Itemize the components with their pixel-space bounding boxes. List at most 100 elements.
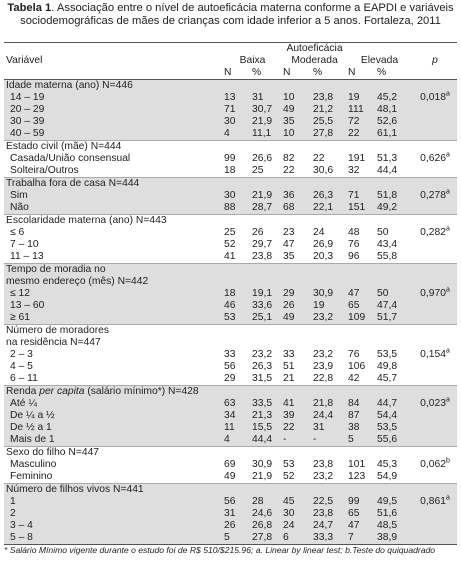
cell: 5: [222, 532, 250, 545]
group-heading: Número de filhos vivos N=441: [4, 483, 457, 496]
cell: 51,3: [377, 153, 398, 164]
heading-text: Número de filhos vivos N=441: [6, 484, 144, 495]
cell: 21,9: [250, 190, 281, 202]
cell: 49,2: [375, 202, 412, 215]
data-row: ≤ 6 25 26 23 24 48 50 0,282a: [4, 225, 457, 239]
p-value-cell: [411, 520, 457, 532]
cell: 33,5: [250, 398, 281, 410]
row-label: ≤ 12: [4, 288, 222, 300]
cell: 42: [348, 373, 360, 384]
sub-header: %: [375, 67, 412, 80]
row-label: Feminino: [10, 471, 53, 482]
row-label: 6 – 11: [10, 373, 38, 384]
p-value: 0,861: [420, 496, 446, 507]
cell: 43,4: [377, 239, 398, 250]
table-body: Idade materna (ano) N=446 14 – 19 13 31 10 23…: [4, 79, 457, 545]
sub-header: %: [311, 67, 347, 80]
cell: 31: [222, 508, 250, 520]
cell: 41: [281, 398, 311, 410]
cell: 123: [348, 471, 366, 482]
cell: 25: [224, 227, 236, 238]
data-row: 2 31 24,6 30 23,8 65 51,6: [4, 508, 457, 520]
row-label: 40 – 59: [4, 128, 222, 141]
heading-text: Estado civil (mãe) N=444: [6, 141, 122, 152]
group-heading-row: Número de moradores na residência N=447: [4, 324, 457, 349]
p-value: 0,970: [420, 288, 446, 299]
p-value-cell: 0,023a: [411, 397, 457, 410]
cell: 19: [311, 300, 347, 312]
p-value-cell: [411, 202, 457, 215]
p-note: a: [445, 151, 450, 159]
cell: 99: [346, 496, 376, 508]
p-note: a: [445, 286, 450, 294]
row-label: Masculino: [10, 459, 57, 470]
group-heading: Sexo do filho N=447: [4, 446, 457, 459]
cell: 51,6: [375, 508, 412, 520]
cell: 10: [281, 92, 311, 104]
caption: Tabela 1. Associação entre o nível de au…: [4, 2, 457, 28]
cell: 24,6: [250, 508, 281, 520]
cell: 11: [222, 422, 250, 434]
group-heading: Escolaridade materna (ano) N=443: [4, 214, 457, 227]
p-value-cell: 0,062b: [411, 458, 457, 471]
row-label: De ½ a 1: [4, 422, 222, 434]
p-value: 0,282: [420, 227, 446, 238]
cell: 31: [250, 92, 281, 104]
cell: 52: [224, 239, 236, 250]
cell: 29: [224, 373, 236, 384]
group-heading: Estado civil (mãe) N=444: [4, 140, 457, 153]
cell: 26: [252, 227, 264, 238]
data-row: ≥ 61 53 25,1 49 23,2 109 51,7: [4, 312, 457, 325]
row-label: 11 – 13: [10, 251, 44, 262]
row-label: 13 – 60: [4, 300, 222, 312]
group-heading-row: Escolaridade materna (ano) N=443: [4, 214, 457, 227]
p-value: 0,023: [420, 398, 446, 409]
heading-line: mesmo endereço (mês) N=442: [6, 276, 149, 287]
data-row: Masculino 69 30,9 53 23,8 101 45,3 0,062b: [4, 458, 457, 471]
cell: 65: [346, 300, 376, 312]
cell: 23,2: [311, 312, 347, 325]
cell: 33,3: [311, 532, 347, 545]
level-header: Moderada: [291, 55, 338, 66]
p-value: 0,018: [420, 92, 446, 103]
cell: 4: [222, 128, 250, 141]
data-row: Solteira/Outros 18 25 22 30,6 32 44,4: [4, 165, 457, 178]
p-value-cell: 0,861a: [411, 494, 457, 508]
cell: 41: [224, 251, 236, 262]
data-row: 2 – 3 33 23,2 33 23,2 76 53,5 0,154a: [4, 347, 457, 361]
cell: 191: [348, 153, 366, 164]
cell: 24,4: [311, 410, 347, 422]
cell: 30,9: [252, 459, 273, 470]
cell: 30,6: [313, 165, 334, 176]
p-note: a: [445, 225, 450, 233]
row-label: 2: [4, 508, 222, 520]
data-row: 40 – 59 4 11,1 10 27,8 22 61,1: [4, 128, 457, 141]
p-note: a: [445, 347, 450, 355]
p-value-cell: [411, 251, 457, 264]
cell: 27,8: [250, 532, 281, 545]
group-heading: Número de moradores na residência N=447: [4, 324, 457, 349]
p-note: a: [445, 494, 450, 502]
group-heading: Idade materna (ano) N=446: [4, 79, 457, 92]
cell: 99: [224, 153, 236, 164]
p-value: 0,278: [420, 190, 446, 201]
data-row: Mais de 1 4 44,4- -5 55,6: [4, 434, 457, 447]
cell: 51,7: [375, 312, 412, 325]
cell: 4: [222, 434, 250, 447]
group-title: Autoeficácia: [281, 42, 347, 55]
cell: 10: [281, 128, 311, 141]
p-value-cell: [411, 128, 457, 141]
cell: 32: [348, 165, 360, 176]
cell: 25,5: [311, 116, 347, 128]
cell: 109: [346, 312, 376, 325]
row-label: ≥ 61: [4, 312, 222, 325]
cell: 84: [346, 398, 376, 410]
p-header: p: [432, 55, 438, 66]
cell: 106: [348, 361, 366, 372]
sub-header: N: [222, 67, 250, 80]
heading-text: Sexo do filho N=447: [6, 447, 100, 458]
data-row: 1 56 28 45 22,5 99 49,5 0,861a: [4, 494, 457, 508]
cell: 55,6: [375, 434, 412, 447]
group-heading-row: Número de filhos vivos N=441: [4, 483, 457, 496]
cell: 30: [281, 508, 311, 520]
